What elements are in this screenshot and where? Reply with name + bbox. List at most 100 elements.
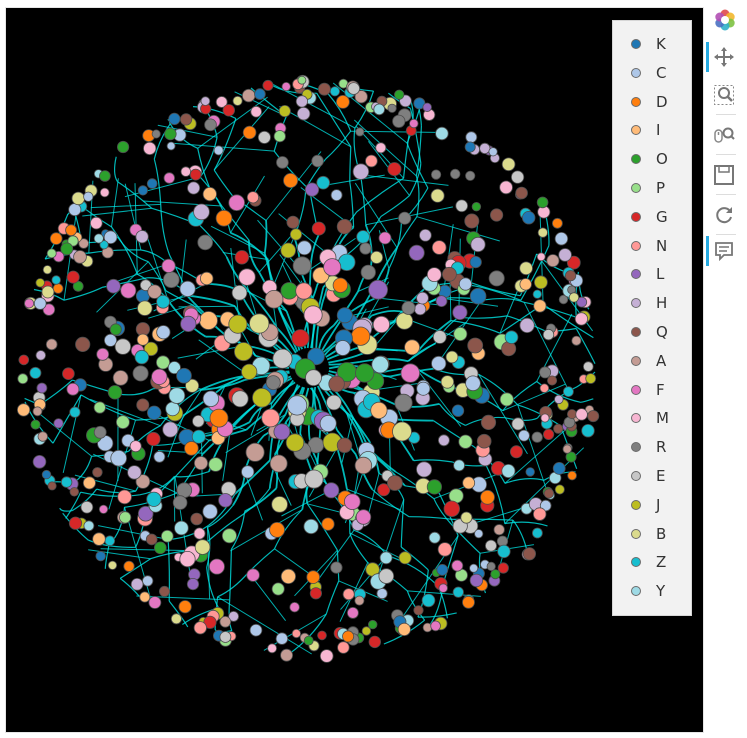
- graph-node[interactable]: [117, 489, 132, 505]
- graph-node[interactable]: [539, 366, 552, 379]
- graph-node[interactable]: [93, 401, 106, 414]
- graph-node[interactable]: [467, 337, 484, 354]
- graph-node[interactable]: [68, 203, 82, 217]
- graph-node[interactable]: [346, 607, 359, 619]
- graph-node[interactable]: [531, 431, 543, 443]
- graph-node[interactable]: [204, 118, 217, 132]
- graph-node[interactable]: [146, 431, 161, 447]
- graph-node[interactable]: [342, 588, 355, 601]
- graph-node[interactable]: [286, 395, 308, 416]
- graph-node[interactable]: [330, 189, 343, 202]
- box-zoom-tool-button[interactable]: [706, 80, 742, 110]
- graph-node[interactable]: [32, 406, 43, 417]
- graph-node[interactable]: [542, 428, 555, 440]
- graph-node[interactable]: [228, 314, 248, 334]
- graph-node[interactable]: [35, 278, 45, 288]
- graph-node[interactable]: [295, 95, 308, 108]
- graph-node[interactable]: [92, 532, 106, 546]
- graph-node[interactable]: [311, 221, 326, 236]
- graph-node[interactable]: [323, 258, 342, 277]
- graph-node[interactable]: [536, 252, 546, 262]
- graph-node[interactable]: [368, 279, 389, 300]
- graph-node[interactable]: [278, 105, 291, 118]
- graph-node[interactable]: [90, 216, 103, 230]
- graph-node[interactable]: [193, 621, 207, 635]
- graph-node[interactable]: [80, 500, 94, 514]
- graph-node[interactable]: [326, 394, 342, 411]
- graph-node[interactable]: [221, 528, 237, 544]
- wheel-zoom-tool-button[interactable]: [706, 120, 742, 150]
- graph-node[interactable]: [370, 250, 384, 264]
- graph-node[interactable]: [450, 168, 461, 180]
- graph-node[interactable]: [62, 367, 75, 381]
- graph-node[interactable]: [394, 89, 405, 100]
- graph-node[interactable]: [47, 481, 57, 491]
- graph-node[interactable]: [291, 628, 301, 639]
- graph-node[interactable]: [146, 178, 158, 189]
- graph-node[interactable]: [29, 366, 42, 379]
- graph-node[interactable]: [178, 600, 192, 614]
- graph-node[interactable]: [82, 476, 96, 490]
- graph-node[interactable]: [199, 311, 218, 330]
- graph-node[interactable]: [375, 142, 387, 154]
- graph-node[interactable]: [296, 240, 312, 256]
- graph-node[interactable]: [404, 339, 421, 356]
- graph-node[interactable]: [401, 300, 416, 315]
- graph-node[interactable]: [98, 504, 109, 514]
- graph-node[interactable]: [321, 517, 335, 531]
- graph-node[interactable]: [119, 511, 132, 524]
- graph-node[interactable]: [53, 418, 64, 429]
- graph-node[interactable]: [355, 509, 372, 525]
- graph-node[interactable]: [33, 297, 47, 310]
- graph-node[interactable]: [554, 231, 569, 246]
- graph-node[interactable]: [361, 626, 372, 636]
- graph-node[interactable]: [387, 162, 402, 177]
- graph-node[interactable]: [137, 300, 153, 316]
- graph-node[interactable]: [153, 450, 166, 463]
- graph-node[interactable]: [464, 141, 476, 153]
- graph-node[interactable]: [280, 242, 297, 259]
- graph-node[interactable]: [136, 333, 149, 346]
- graph-node[interactable]: [136, 398, 150, 412]
- graph-node[interactable]: [564, 270, 577, 282]
- graph-node[interactable]: [547, 375, 558, 386]
- graph-node[interactable]: [289, 602, 300, 613]
- graph-node[interactable]: [365, 154, 378, 168]
- graph-node[interactable]: [271, 582, 285, 596]
- graph-node[interactable]: [60, 476, 73, 488]
- graph-node[interactable]: [135, 230, 149, 244]
- graph-node[interactable]: [45, 338, 58, 351]
- graph-node[interactable]: [184, 441, 199, 456]
- graph-node[interactable]: [191, 429, 206, 444]
- graph-node[interactable]: [174, 520, 189, 536]
- graph-node[interactable]: [497, 562, 509, 574]
- graph-node[interactable]: [112, 370, 129, 386]
- graph-node[interactable]: [194, 539, 211, 555]
- graph-node[interactable]: [110, 449, 127, 467]
- graph-node[interactable]: [187, 181, 201, 195]
- graph-node[interactable]: [354, 90, 368, 104]
- graph-node[interactable]: [319, 649, 334, 663]
- graph-node[interactable]: [379, 551, 393, 565]
- graph-node[interactable]: [465, 131, 478, 144]
- graph-node[interactable]: [146, 491, 162, 507]
- graph-node[interactable]: [36, 382, 48, 394]
- graph-node[interactable]: [49, 232, 63, 245]
- plot-area[interactable]: [5, 7, 704, 733]
- graph-node[interactable]: [65, 224, 77, 237]
- graph-node[interactable]: [438, 583, 448, 593]
- graph-node[interactable]: [241, 465, 255, 479]
- graph-node[interactable]: [431, 240, 447, 255]
- graph-node[interactable]: [162, 421, 179, 438]
- graph-node[interactable]: [99, 170, 111, 182]
- graph-node[interactable]: [67, 235, 79, 247]
- graph-node[interactable]: [233, 342, 253, 362]
- graph-node[interactable]: [269, 454, 288, 473]
- graph-node[interactable]: [170, 613, 182, 625]
- graph-node[interactable]: [413, 605, 424, 616]
- graph-node[interactable]: [352, 163, 370, 180]
- graph-node[interactable]: [354, 595, 365, 606]
- graph-node[interactable]: [355, 363, 375, 383]
- graph-node[interactable]: [280, 648, 294, 662]
- graph-node[interactable]: [567, 470, 577, 481]
